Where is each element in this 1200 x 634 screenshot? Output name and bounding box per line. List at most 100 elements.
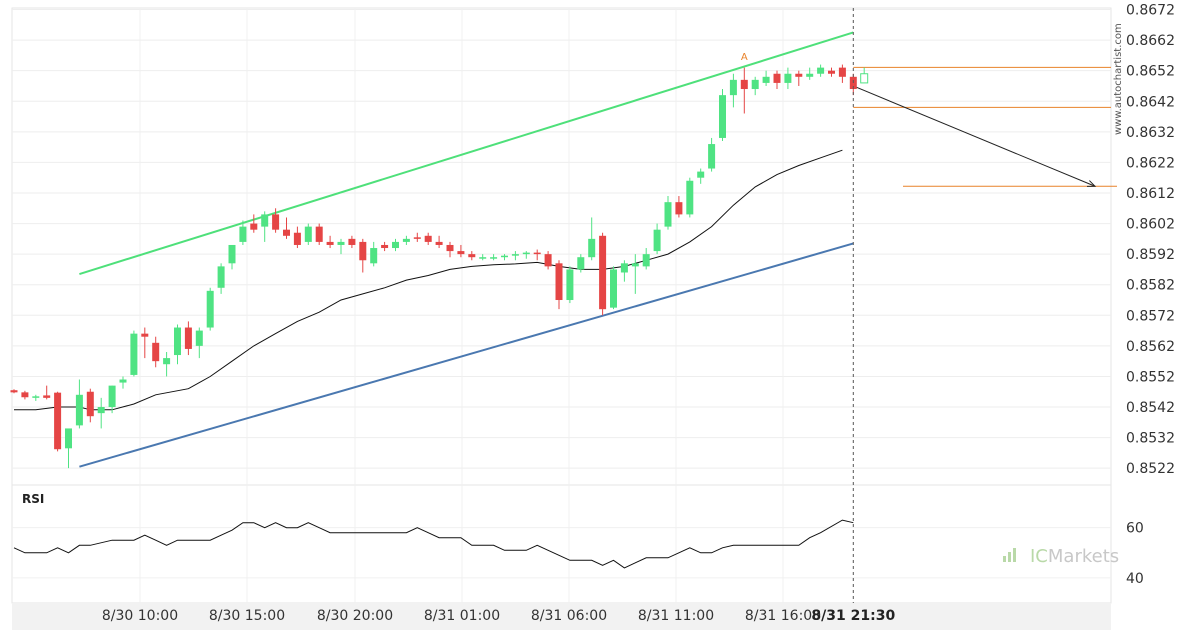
brand-logo-icon xyxy=(1003,556,1006,562)
candle xyxy=(283,217,290,239)
candle xyxy=(130,330,138,377)
candle xyxy=(217,263,225,294)
candle xyxy=(784,67,792,90)
candle-body xyxy=(381,244,389,249)
candle-body xyxy=(108,385,116,408)
candle-body xyxy=(740,79,748,90)
price-tick-label: 0.8652 xyxy=(1126,64,1175,80)
candle-body xyxy=(806,73,814,77)
price-levels: A xyxy=(741,52,1117,187)
price-tick-label: 0.8642 xyxy=(1126,94,1175,110)
price-tick-label: 0.8582 xyxy=(1126,278,1175,294)
candle xyxy=(315,223,323,245)
candle xyxy=(10,389,18,394)
candle-body xyxy=(511,254,519,256)
time-tick-label: 8/31 11:00 xyxy=(638,608,714,624)
candle-body xyxy=(468,254,476,258)
time-tick-label: 8/30 10:00 xyxy=(102,608,178,624)
candle xyxy=(272,208,280,233)
candle-body xyxy=(272,214,280,230)
time-tick-label: 8/31 01:00 xyxy=(424,608,500,624)
candle-body xyxy=(719,95,726,138)
candle-body xyxy=(217,266,225,288)
candle-body xyxy=(326,241,334,245)
candle-body xyxy=(424,235,432,242)
candle-body xyxy=(642,254,650,267)
candles xyxy=(10,64,869,469)
rsi-tick-label: 40 xyxy=(1126,571,1144,587)
candle-body xyxy=(664,202,672,227)
candle xyxy=(468,251,476,261)
price-tick-label: 0.8632 xyxy=(1126,125,1175,141)
candle-body xyxy=(283,229,290,236)
candle-body xyxy=(10,390,18,393)
candle-body xyxy=(631,263,639,267)
price-tick-label: 0.8622 xyxy=(1126,155,1175,171)
candle xyxy=(402,235,410,245)
candle xyxy=(43,385,51,400)
candle-body xyxy=(86,391,94,417)
price-tick-label: 0.8532 xyxy=(1126,431,1175,447)
candle xyxy=(119,376,127,389)
candle xyxy=(675,196,683,218)
candle-body xyxy=(555,263,563,301)
candle xyxy=(206,287,214,331)
price-tick-label: 0.8522 xyxy=(1126,461,1175,477)
brand-logo: ICMarkets xyxy=(1030,546,1119,567)
candle-body xyxy=(773,73,781,83)
candle-body xyxy=(402,238,410,242)
candle-body xyxy=(566,269,574,301)
candle-body xyxy=(610,269,617,308)
candle-body xyxy=(293,232,301,245)
candle xyxy=(250,214,258,233)
candle-body xyxy=(304,226,312,242)
chart-labels: www.autochartist.com ICMarkets RSI xyxy=(22,23,1124,567)
candle-body xyxy=(163,358,171,365)
candle-body xyxy=(588,238,596,258)
candle xyxy=(697,168,705,184)
candle xyxy=(86,388,94,423)
candle xyxy=(21,390,29,400)
candle xyxy=(195,327,203,359)
candle xyxy=(65,428,72,469)
candle-body xyxy=(784,73,792,83)
candle xyxy=(588,217,596,261)
candle xyxy=(511,251,519,261)
candle-body xyxy=(697,171,705,178)
candle-body xyxy=(446,244,454,252)
candle-body xyxy=(119,379,127,383)
candle-body xyxy=(75,394,83,426)
candle-body xyxy=(174,327,181,356)
price-panel-bg xyxy=(11,7,1112,486)
moving-average-line xyxy=(14,149,843,411)
candle-body xyxy=(261,214,269,227)
candle xyxy=(817,64,825,77)
candle xyxy=(184,321,192,356)
candle xyxy=(653,223,661,255)
candle-body xyxy=(838,67,846,77)
candle xyxy=(664,196,672,230)
candle xyxy=(228,244,236,270)
grid xyxy=(11,7,1112,604)
candle xyxy=(686,177,694,218)
candle xyxy=(490,254,498,261)
candle xyxy=(795,70,803,86)
candle xyxy=(806,67,814,80)
candle xyxy=(501,254,508,261)
candle-body xyxy=(490,257,498,259)
candle xyxy=(533,249,541,261)
rsi-line xyxy=(13,519,854,569)
candle-body xyxy=(729,79,737,96)
candle-body xyxy=(195,330,203,346)
candle xyxy=(381,241,389,252)
candle xyxy=(261,211,269,242)
brand-logo-icon xyxy=(1008,552,1011,562)
candle xyxy=(773,70,781,90)
candle-body xyxy=(675,202,683,215)
time-axis-band xyxy=(12,603,1111,630)
candle xyxy=(457,244,465,258)
candle xyxy=(740,67,748,114)
candle xyxy=(838,64,846,83)
candle xyxy=(577,254,585,273)
